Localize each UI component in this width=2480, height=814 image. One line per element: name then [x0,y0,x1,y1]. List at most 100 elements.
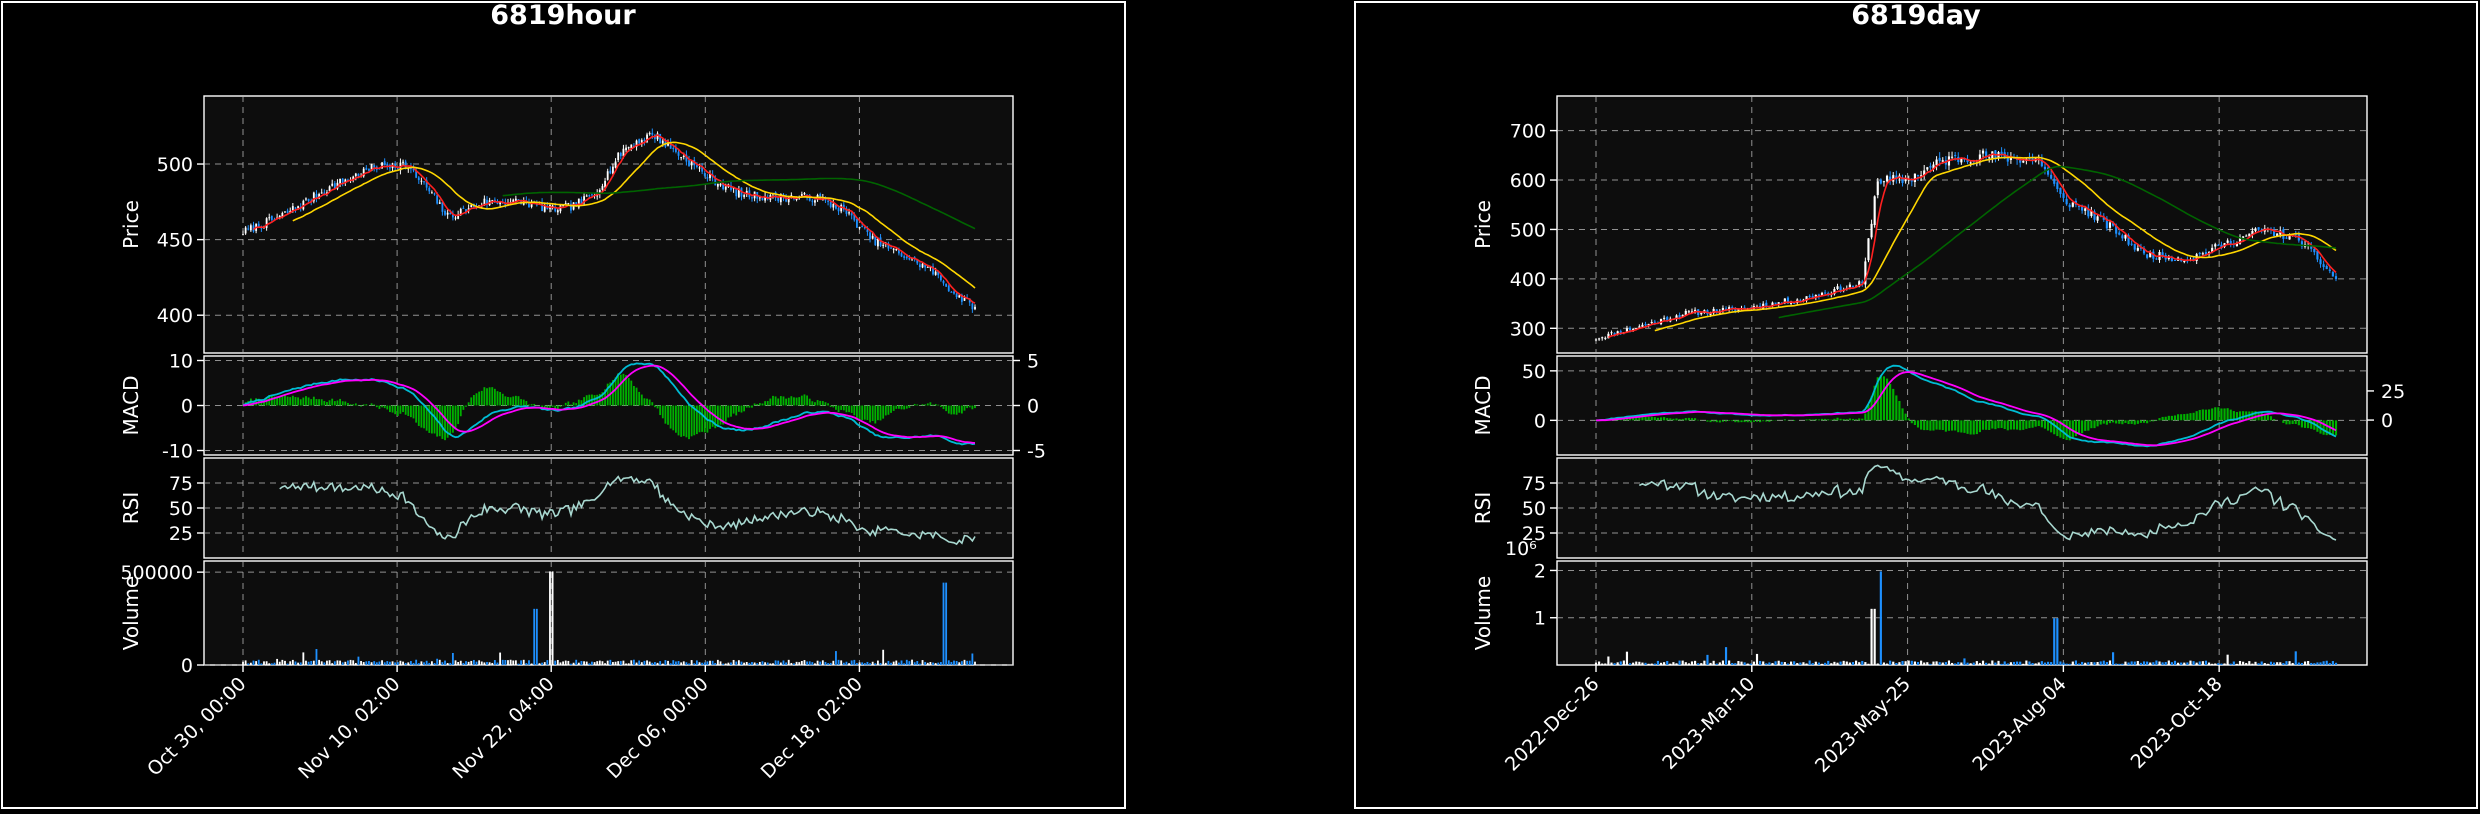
macd-histogram-bar [691,406,693,437]
macd-histogram-bar [974,406,976,409]
volume-bar [468,662,470,665]
volume-bar [360,661,362,665]
macd-histogram-bar [956,406,958,415]
volume-bar [727,663,729,665]
macd-histogram-bar [738,406,740,412]
volume-bar [2062,663,2064,665]
candle-body [869,232,871,238]
macd-histogram-bar [596,395,598,406]
candle-body [1688,311,1690,312]
volume-bar [308,662,310,665]
macd-histogram-bar [441,406,443,439]
macd-histogram-bar [2022,420,2024,429]
macd-histogram-bar [1951,420,1953,430]
volume-bar [1824,663,1826,665]
volume-bar [2127,663,2129,665]
volume-bar [1691,661,1693,665]
volume-bar [1703,661,1705,665]
volume-bar [1833,662,1835,665]
volume-bar [867,662,869,665]
candle-body [384,161,386,165]
volume-bar [536,609,538,665]
candle-body [2335,276,2337,279]
candle-body [431,192,433,193]
candle-body [662,141,664,144]
volume-bar [599,661,601,665]
volume-bar [1598,662,1600,665]
volume-bar [2100,661,2102,665]
volume-bar [2165,662,2167,665]
macd-histogram-bar [512,396,514,405]
volume-bar [274,663,276,665]
candle-body [2022,161,2024,163]
macd-histogram-bar [2301,420,2303,427]
volume-bar [2168,660,2170,665]
volume-bar [2152,662,2154,665]
macd-histogram-bar [922,404,924,405]
volume-bar [706,661,708,665]
volume-bar [1778,661,1780,665]
ytick-label-rsi: 50 [1522,498,1546,520]
volume-bar [386,661,388,665]
volume-bar [788,660,790,665]
macd-histogram-bar [835,406,837,410]
volume-bar [1617,662,1619,665]
macd-histogram-bar [1929,420,1931,430]
macd-histogram-bar [1914,420,1916,425]
macd-histogram-bar [483,387,485,405]
macd-histogram-bar [1939,420,1941,429]
volume-bar [2211,664,2213,665]
macd-histogram-bar [877,406,879,421]
macd-histogram-bar [2171,416,2173,420]
volume-bar [494,660,496,665]
macd-histogram-bar [636,388,638,406]
volume-bar [1861,661,1863,665]
candle-body [329,186,331,191]
candle-body [804,193,806,194]
macd-histogram-bar [473,395,475,405]
volume-bar [1694,661,1696,665]
volume-bar [699,662,701,665]
volume-bar [2282,663,2284,665]
y-axis-label-rsi: RSI [1471,492,1495,525]
volume-bar [1818,663,1820,665]
volume-bar [1750,664,1752,665]
macd-histogram-bar [2016,420,2018,429]
macd-histogram-bar [533,404,535,406]
macd-histogram-bar [822,401,824,405]
volume-bar [602,661,604,665]
volume-bar [397,662,399,665]
candle-body [1982,151,1984,154]
candle-body [441,202,443,211]
macd-histogram-bar [806,395,808,405]
macd-histogram-bar [1867,405,1869,421]
candle-body [840,205,842,211]
macd-histogram-bar [830,406,832,407]
macd-histogram-bar [2143,420,2145,422]
candle-body [565,203,567,204]
volume-bar [872,662,874,665]
volume-bar [363,662,365,665]
volume-bar [2103,661,2105,665]
volume-bar [284,661,286,665]
volume-bar [2019,662,2021,665]
volume-bar [767,663,769,665]
volume-bar [352,660,354,665]
candle-body [297,206,299,208]
macd-histogram-bar [1830,420,1832,421]
volume-bar [636,663,638,665]
macd-histogram-bar [2090,420,2092,428]
macd-histogram-bar [2112,420,2114,422]
volume-bar [646,660,648,665]
candle-body [423,181,425,182]
macd-histogram-bar [1651,417,1653,421]
macd-histogram-bar [2155,420,2157,421]
volume-bar [423,662,425,665]
macd-histogram-bar [470,397,472,405]
volume-bar [420,661,422,665]
volume-bar [1914,662,1916,665]
candle-body [365,168,367,170]
candle-body [725,186,727,189]
macd-histogram-bar [664,406,666,424]
volume-bar [848,663,850,665]
